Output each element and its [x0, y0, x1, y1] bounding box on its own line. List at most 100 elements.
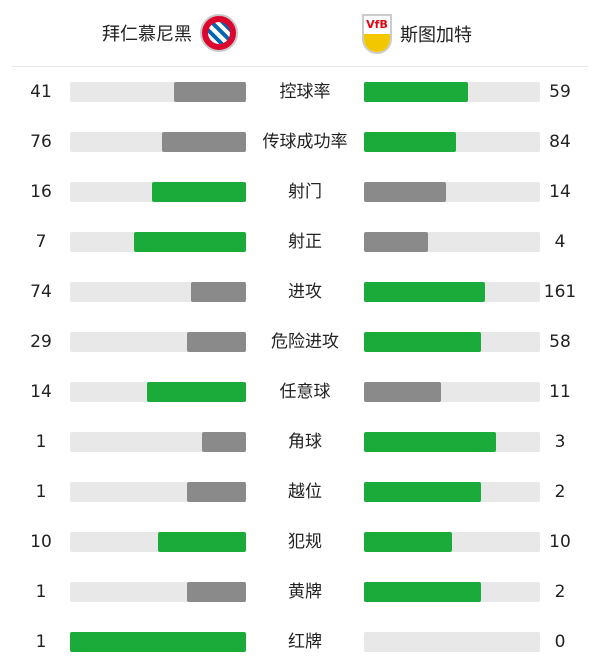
stat-row: 74 进攻 161 — [0, 282, 600, 302]
stat-label: 危险进攻 — [271, 332, 339, 352]
home-bar — [70, 482, 246, 502]
away-bar — [364, 532, 540, 552]
away-bar-fill — [364, 182, 447, 202]
home-value: 14 — [30, 382, 52, 402]
away-bar-fill — [364, 432, 496, 452]
stat-row: 1 红牌 0 — [0, 632, 600, 652]
stat-row: 1 越位 2 — [0, 482, 600, 502]
home-bar — [70, 432, 246, 452]
stat-row: 1 角球 3 — [0, 432, 600, 452]
home-value: 29 — [30, 332, 52, 352]
home-bar-fill — [152, 182, 246, 202]
away-value: 58 — [549, 332, 571, 352]
home-bar-fill — [158, 532, 246, 552]
home-team-name: 拜仁慕尼黑 — [102, 24, 192, 45]
home-bar-fill — [134, 232, 246, 252]
home-bar — [70, 82, 246, 102]
stat-label: 传球成功率 — [262, 132, 348, 152]
stat-row: 16 射门 14 — [0, 182, 600, 202]
home-value: 1 — [35, 582, 47, 602]
away-value: 0 — [554, 632, 566, 652]
away-bar — [364, 132, 540, 152]
stuttgart-logo-icon: VfB — [362, 14, 392, 54]
away-bar-fill — [364, 532, 452, 552]
away-bar — [364, 282, 540, 302]
away-bar — [364, 632, 540, 652]
stat-label: 进攻 — [288, 282, 322, 302]
home-value: 7 — [35, 232, 47, 252]
home-value: 74 — [30, 282, 52, 302]
home-value: 1 — [35, 432, 47, 452]
away-bar — [364, 182, 540, 202]
home-value: 1 — [35, 632, 47, 652]
home-bar — [70, 232, 246, 252]
stat-row: 76 传球成功率 84 — [0, 132, 600, 152]
away-bar-fill — [364, 232, 428, 252]
home-bar — [70, 132, 246, 152]
stat-label: 黄牌 — [288, 582, 322, 602]
home-bar-fill — [187, 332, 246, 352]
away-bar — [364, 82, 540, 102]
away-value: 2 — [554, 582, 566, 602]
stat-label: 越位 — [288, 482, 322, 502]
bayern-logo-icon — [200, 14, 238, 52]
stat-label: 射门 — [288, 182, 322, 202]
home-bar-fill — [162, 132, 246, 152]
home-bar-fill — [202, 432, 246, 452]
away-bar-fill — [364, 582, 482, 602]
stat-row: 1 黄牌 2 — [0, 582, 600, 602]
away-value: 161 — [543, 282, 577, 302]
away-value: 4 — [554, 232, 566, 252]
home-bar — [70, 532, 246, 552]
away-bar — [364, 382, 540, 402]
home-value: 16 — [30, 182, 52, 202]
home-bar-fill — [147, 382, 246, 402]
home-bar-fill — [173, 82, 246, 102]
stat-row: 7 射正 4 — [0, 232, 600, 252]
away-value: 14 — [549, 182, 571, 202]
away-team-name: 斯图加特 — [400, 25, 472, 46]
home-bar — [70, 182, 246, 202]
home-bar-fill — [187, 482, 246, 502]
home-value: 76 — [30, 132, 52, 152]
away-bar-fill — [364, 382, 442, 402]
home-bar — [70, 582, 246, 602]
home-bar — [70, 382, 246, 402]
home-bar — [70, 282, 246, 302]
away-bar — [364, 482, 540, 502]
stat-label: 射正 — [288, 232, 322, 252]
home-bar-fill — [190, 282, 246, 302]
home-value: 41 — [30, 82, 52, 102]
home-value: 10 — [30, 532, 52, 552]
away-bar-fill — [364, 132, 457, 152]
away-value: 11 — [549, 382, 571, 402]
away-value: 84 — [549, 132, 571, 152]
away-bar — [364, 582, 540, 602]
away-bar — [364, 432, 540, 452]
home-bar — [70, 332, 246, 352]
away-bar — [364, 232, 540, 252]
away-bar-fill — [364, 332, 482, 352]
stat-label: 任意球 — [279, 382, 331, 402]
away-team[interactable]: VfB 斯图加特 — [362, 14, 472, 54]
stat-label: 角球 — [288, 432, 322, 452]
stat-label: 红牌 — [288, 632, 322, 652]
teams-header: 拜仁慕尼黑 VfB 斯图加特 — [12, 0, 588, 67]
away-value: 10 — [549, 532, 571, 552]
stat-row: 14 任意球 11 — [0, 382, 600, 402]
stat-row: 41 控球率 59 — [0, 82, 600, 102]
away-value: 3 — [554, 432, 566, 452]
home-value: 1 — [35, 482, 47, 502]
away-bar — [364, 332, 540, 352]
stat-row: 10 犯规 10 — [0, 532, 600, 552]
away-value: 59 — [549, 82, 571, 102]
home-bar-fill — [70, 632, 246, 652]
home-bar — [70, 632, 246, 652]
away-bar-fill — [364, 282, 485, 302]
home-bar-fill — [187, 582, 246, 602]
stat-row: 29 危险进攻 58 — [0, 332, 600, 352]
stat-label: 犯规 — [288, 532, 322, 552]
home-team[interactable]: 拜仁慕尼黑 — [102, 14, 238, 52]
stat-label: 控球率 — [279, 82, 331, 102]
away-value: 2 — [554, 482, 566, 502]
